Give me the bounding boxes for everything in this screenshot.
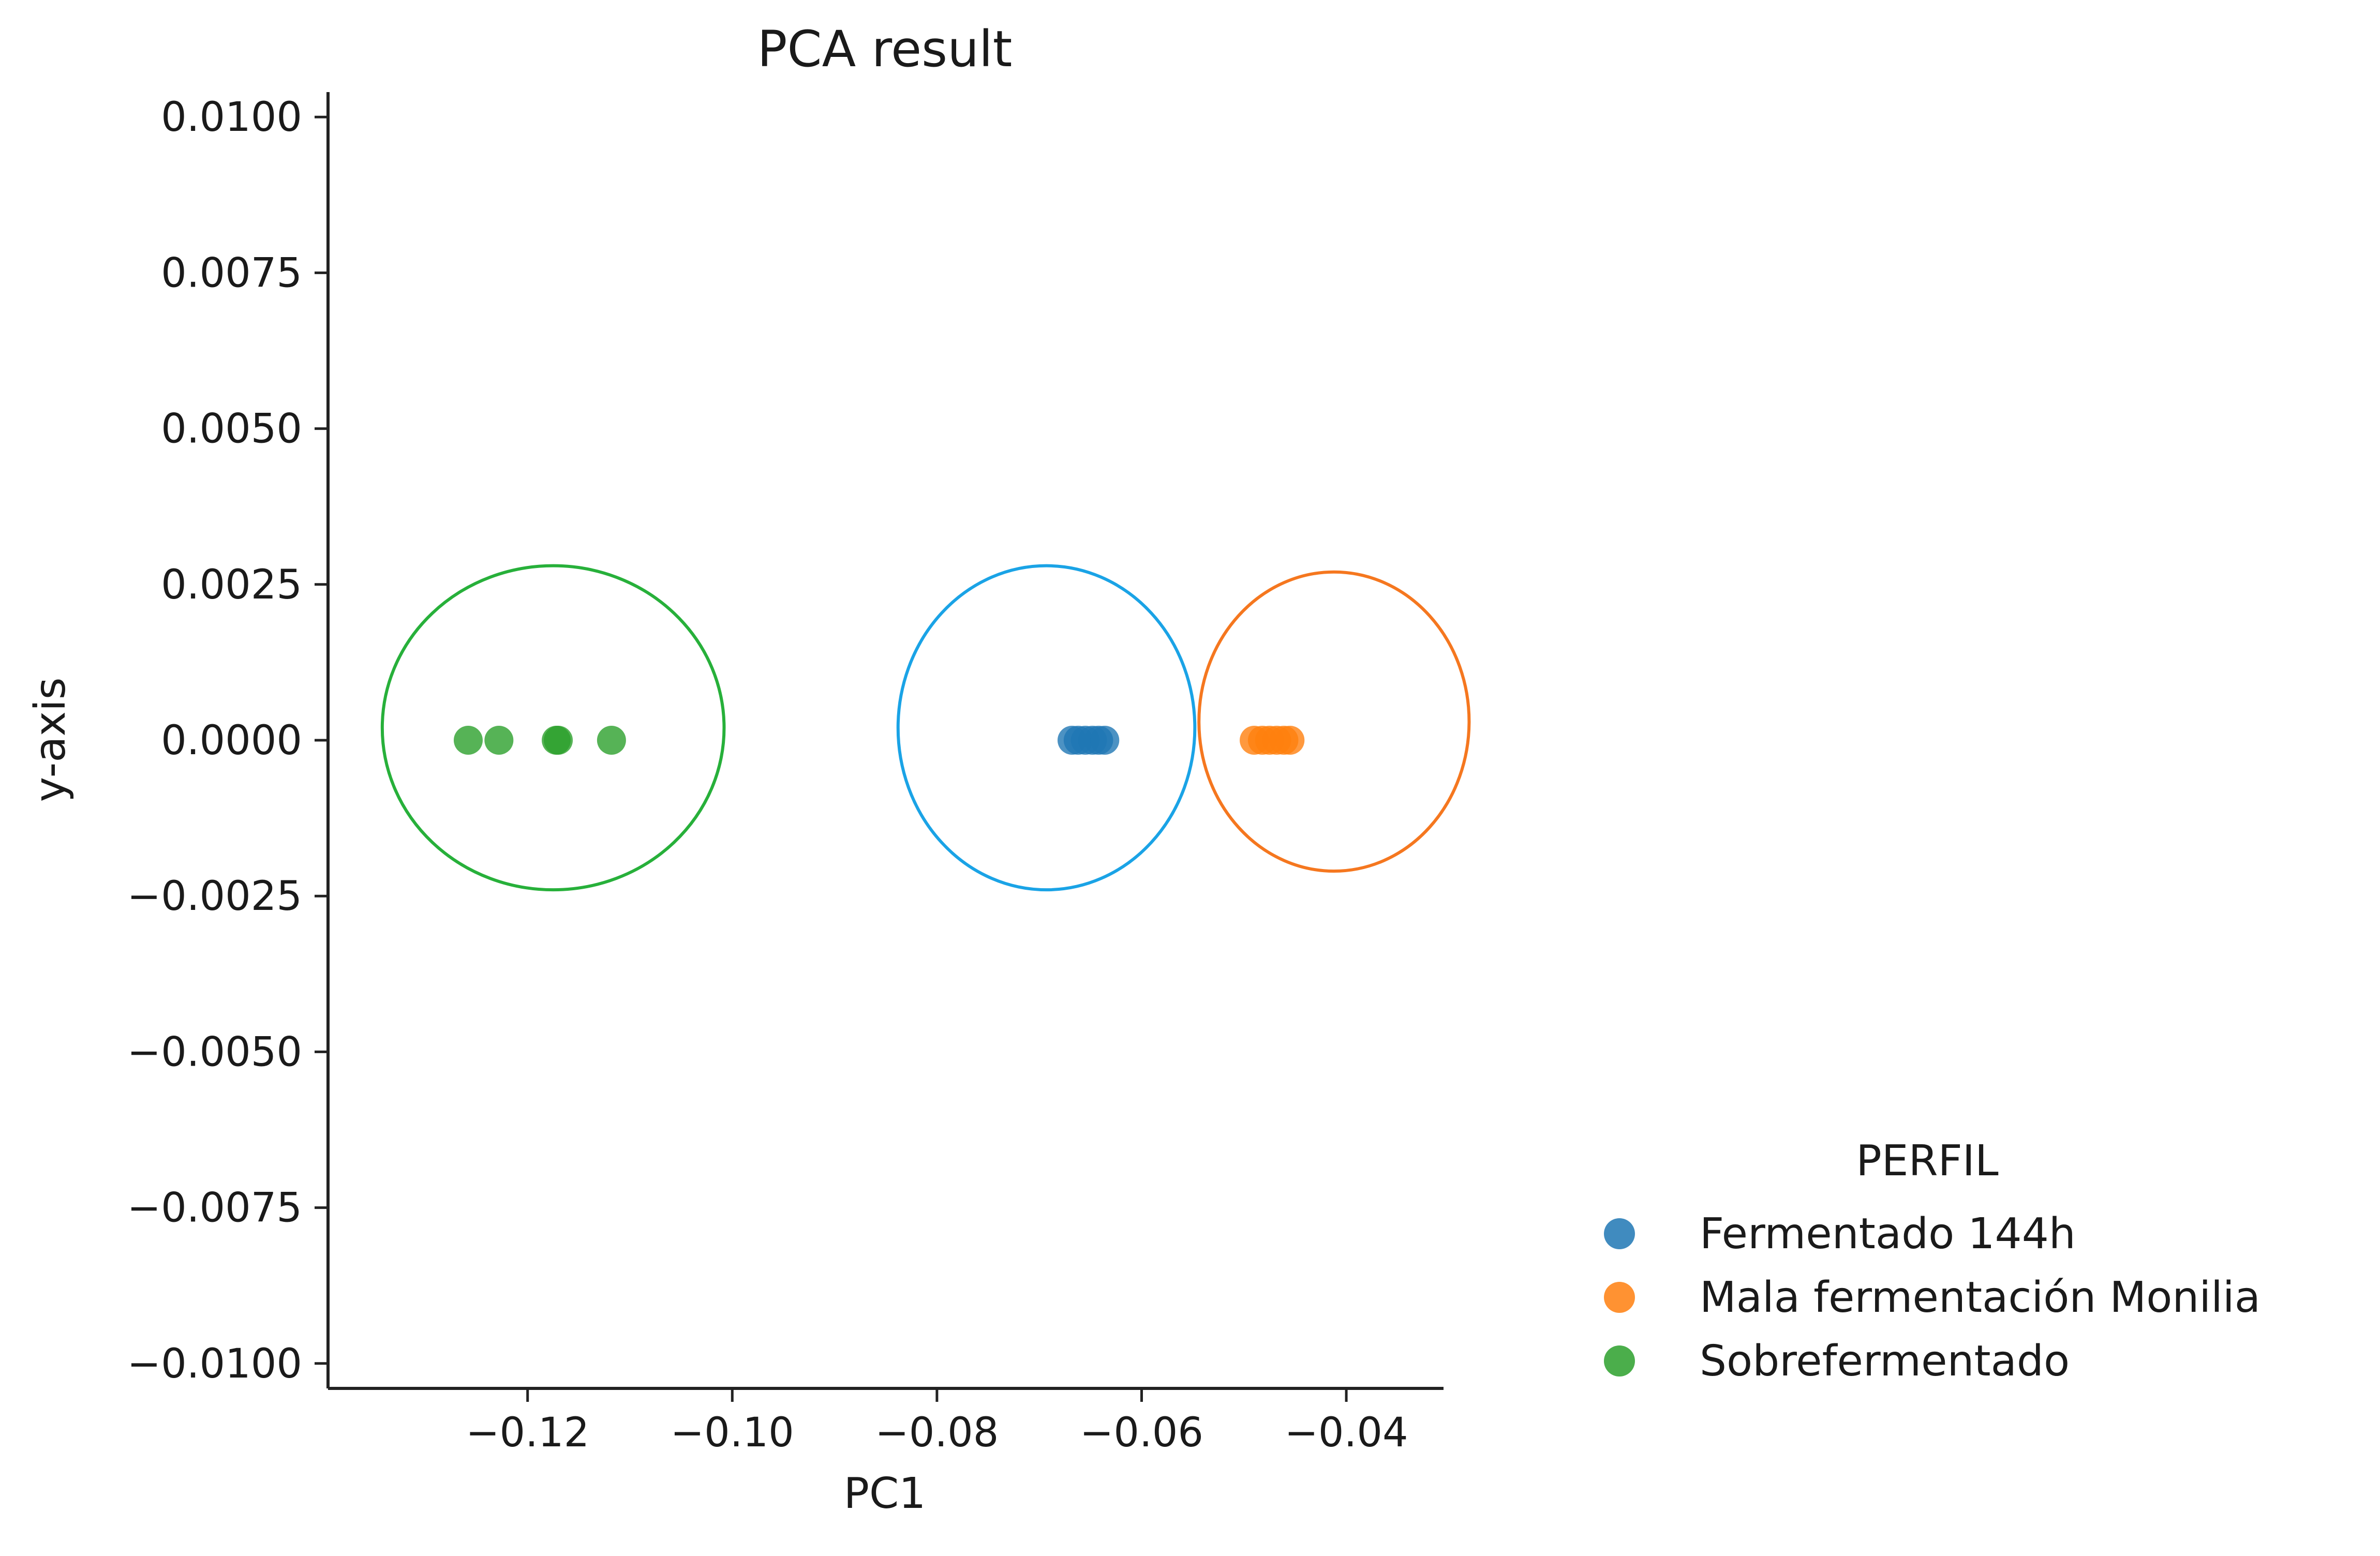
confidence-ellipse bbox=[1197, 570, 1471, 873]
y-tick-label: −0.0100 bbox=[127, 1341, 302, 1387]
x-tick-label: −0.12 bbox=[466, 1410, 589, 1456]
y-tick-label: 0.0000 bbox=[161, 717, 302, 764]
legend: PERFIL Fermentado 144h Mala fermentación … bbox=[1604, 1136, 2260, 1386]
data-point bbox=[544, 726, 573, 755]
chart-title: PCA result bbox=[757, 20, 1013, 78]
y-tick-label: −0.0025 bbox=[127, 873, 302, 920]
confidence-ellipse bbox=[896, 564, 1197, 892]
y-tick-label: 0.0025 bbox=[161, 562, 302, 608]
plot-area: −0.12 −0.10 −0.08 −0.06 −0.04 0.0100 0.0075 0.0… bbox=[127, 92, 1471, 1456]
confidence-ellipse bbox=[380, 564, 726, 892]
legend-marker bbox=[1604, 1218, 1635, 1249]
y-tick-label: −0.0075 bbox=[127, 1185, 302, 1232]
y-tick-label: 0.0050 bbox=[161, 406, 302, 453]
x-axis-title: PC1 bbox=[844, 1469, 926, 1518]
data-point bbox=[597, 726, 626, 755]
y-tick-label: −0.0050 bbox=[127, 1029, 302, 1075]
data-point bbox=[1090, 726, 1120, 755]
data-point bbox=[453, 726, 483, 755]
legend-title: PERFIL bbox=[1856, 1136, 1999, 1186]
x-tick-label: −0.06 bbox=[1080, 1410, 1203, 1456]
y-tick-label: 0.0075 bbox=[161, 250, 302, 296]
x-tick-label: −0.10 bbox=[671, 1410, 794, 1456]
legend-marker bbox=[1604, 1282, 1635, 1313]
data-point bbox=[484, 726, 514, 755]
legend-label: Fermentado 144h bbox=[1700, 1209, 2076, 1259]
x-tick-label: −0.08 bbox=[875, 1410, 999, 1456]
legend-marker bbox=[1604, 1345, 1635, 1377]
legend-label: Mala fermentación Monilia bbox=[1700, 1273, 2260, 1322]
y-tick-label: 0.0100 bbox=[161, 94, 302, 141]
data-point bbox=[1275, 726, 1305, 755]
y-axis-title: y-axis bbox=[26, 678, 75, 802]
legend-label: Sobrefermentado bbox=[1700, 1337, 2070, 1386]
x-tick-label: −0.04 bbox=[1285, 1410, 1408, 1456]
